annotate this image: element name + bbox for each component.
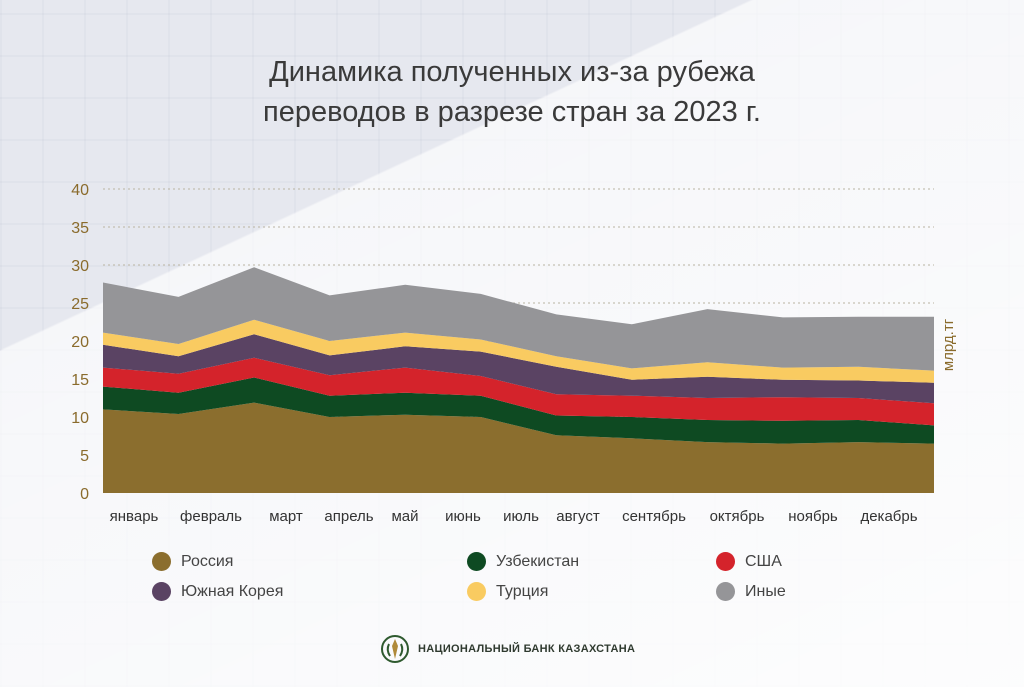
chart-title-line-2: переводов в разрезе стран за 2023 г. (263, 96, 761, 128)
y-tick-label: 25 (71, 296, 89, 313)
area-series-3 (103, 334, 934, 404)
brand-name: НАЦИОНАЛЬНЫЙ БАНК КАЗАХСТАНА (418, 643, 636, 655)
area-series-5 (103, 267, 934, 371)
x-tick-label: май (391, 508, 418, 525)
x-tick-label: январь (110, 508, 159, 525)
x-tick-label: июль (503, 508, 539, 525)
y-tick-label: 15 (71, 372, 89, 389)
x-tick-label: ноябрь (788, 508, 838, 525)
y-tick-label: 30 (71, 258, 89, 275)
area-series-4 (103, 319, 934, 383)
y-tick-label: 40 (71, 182, 89, 199)
x-tick-label: февраль (180, 508, 242, 525)
area-series-2 (103, 357, 934, 426)
unit-label: млрд.тг (940, 318, 957, 371)
chart-title-line-1: Динамика полученных из-за рубежа (269, 56, 755, 88)
area-series-1 (103, 377, 934, 444)
x-tick-label: октябрь (710, 508, 765, 525)
x-axis-ticks: январь февраль март апрель май июнь июль август… (110, 508, 918, 525)
x-tick-label: август (556, 508, 600, 525)
bank-emblem-icon (381, 635, 409, 663)
brand-footer: НАЦИОНАЛЬНЫЙ БАНК КАЗАХСТАНА (380, 634, 635, 664)
x-tick-label: сентябрь (622, 508, 686, 525)
y-tick-label: 0 (80, 486, 89, 503)
y-tick-label: 35 (71, 220, 89, 237)
x-tick-label: декабрь (860, 508, 917, 525)
y-axis-ticks: 0 5 10 15 20 25 30 35 40 (71, 182, 89, 503)
area-series-0 (103, 402, 934, 493)
y-tick-label: 20 (71, 334, 89, 351)
x-tick-label: апрель (324, 508, 373, 525)
area-series (103, 267, 934, 493)
chart-title: Динамика полученных из-за рубежа перевод… (0, 52, 1024, 132)
y-tick-label: 5 (80, 448, 89, 465)
y-tick-label: 10 (71, 410, 89, 427)
x-tick-label: март (269, 508, 303, 525)
x-tick-label: июнь (445, 508, 481, 525)
